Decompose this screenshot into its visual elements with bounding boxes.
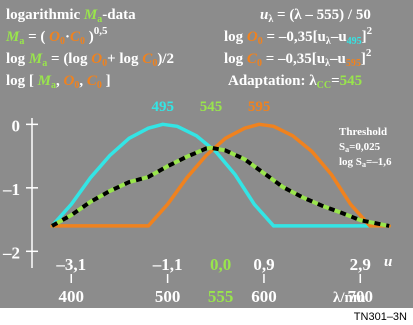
x-axis-label: λ/nm xyxy=(333,290,366,306)
y-tick-label: –2 xyxy=(2,243,20,262)
header-row-1-right: uλ = (λ – 555) / 50 xyxy=(260,7,371,25)
u-tick-label: 2,9 xyxy=(350,255,371,274)
u-tick-label: –1,1 xyxy=(152,255,183,274)
axes: 0 –1 –2 xyxy=(2,116,38,268)
series-group xyxy=(50,122,391,228)
top-label-545: 545 xyxy=(200,99,223,115)
u-axis-label: u xyxy=(384,254,392,270)
header-row-2-right: log O0 = –0,35[uλ–u495]2 xyxy=(224,25,373,47)
y-tick-label: 0 xyxy=(12,116,21,135)
x-tick-label-555: 555 xyxy=(208,287,234,306)
figure-code: TN301–3N xyxy=(354,311,407,323)
x-tick-label: 600 xyxy=(251,287,277,306)
top-label-495: 495 xyxy=(152,99,175,115)
series-log_Ma-dashes xyxy=(51,145,390,228)
x-tick-label: 400 xyxy=(59,287,85,306)
x-axis-ticks: 400 500 600 700 555 λ/nm xyxy=(59,274,374,306)
threshold-title: Threshold xyxy=(339,126,387,138)
series-log_O0 xyxy=(50,122,391,228)
header-row-2-left: Ma = ( O0·C0 )0,5 xyxy=(5,25,108,47)
header-row-4-left: log [ Ma, O0, C0 ] xyxy=(6,73,111,91)
header-row-3-right: log C0 = –0,35[uλ–u595]2 xyxy=(224,47,372,69)
top-wavelength-labels: 495 545 595 xyxy=(152,99,271,115)
y-tick-label: –1 xyxy=(2,180,20,199)
header-row-4-right: Adaptation: λCC=545 xyxy=(228,73,362,91)
top-label-595: 595 xyxy=(248,99,271,115)
threshold-line-1: Sa=0,025 xyxy=(339,141,381,154)
u-tick-label: –3,1 xyxy=(55,255,86,274)
u-axis-ticks: –3,1 –1,1 0,0 0,9 2,9 u xyxy=(55,254,392,274)
x-tick-label: 500 xyxy=(155,287,181,306)
series-log_C0 xyxy=(50,122,391,228)
x-tick-label: 700 xyxy=(348,287,374,306)
header-row-3-left: log Ma = (log O0+ log C0)/2 xyxy=(6,51,174,69)
u-tick-label: 0,9 xyxy=(253,255,274,274)
u-tick-label: 0,0 xyxy=(210,255,231,274)
header-row-1-left: logarithmic Ma-data xyxy=(6,7,136,25)
threshold-line-2: log Sa=–1,6 xyxy=(339,156,392,169)
